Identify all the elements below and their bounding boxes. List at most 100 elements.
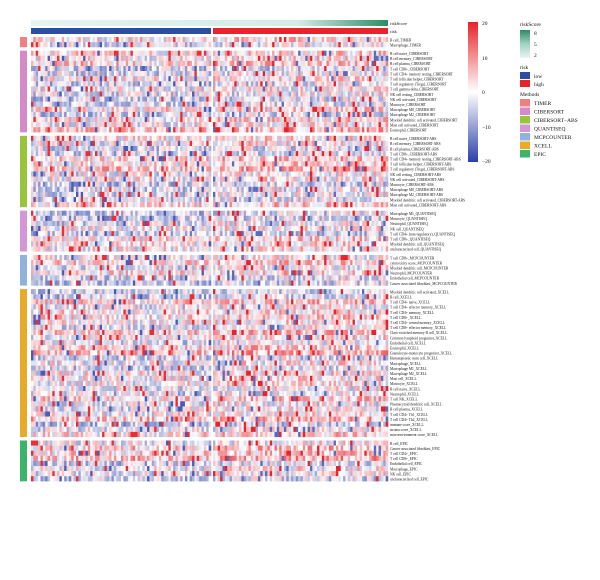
heatmap-cell <box>248 122 252 128</box>
heatmap-cell <box>92 55 96 61</box>
heatmap-cell <box>321 122 325 128</box>
heatmap-cell <box>85 106 89 112</box>
heatmap-cell <box>147 106 150 112</box>
heatmap-cell <box>295 76 299 82</box>
heatmap-cell <box>302 151 306 157</box>
heatmap-cell <box>170 55 174 61</box>
heatmap-cell <box>293 76 297 82</box>
heatmap-cell <box>71 146 74 152</box>
heatmap-cell <box>180 140 183 147</box>
heatmap-cell <box>177 156 181 162</box>
heatmap-cell <box>324 151 327 157</box>
heatmap-cell <box>371 117 375 123</box>
heatmap-cell <box>217 156 221 162</box>
heatmap-cell <box>378 91 382 97</box>
heatmap-cell <box>321 91 325 97</box>
heatmap-cell <box>364 71 368 77</box>
heatmap-cell <box>236 60 240 67</box>
heatmap-cell <box>269 76 273 82</box>
heatmap-cell <box>215 55 219 61</box>
heatmap-cell <box>224 55 228 61</box>
heatmap-cell <box>78 37 82 43</box>
heatmap-cell <box>92 101 96 107</box>
heatmap-cell <box>33 146 37 152</box>
heatmap-cell <box>76 166 79 172</box>
heatmap-cell <box>142 111 145 118</box>
heatmap-cell <box>135 197 138 203</box>
heatmap-cell <box>321 101 325 107</box>
heatmap-cell <box>109 135 112 141</box>
heatmap-cell <box>302 42 306 48</box>
heatmap-cell <box>156 101 160 107</box>
heatmap-cell <box>170 117 174 123</box>
heatmap-cell <box>144 50 148 56</box>
heatmap-cell <box>92 117 96 123</box>
heatmap-cell <box>64 127 67 133</box>
heatmap-cell <box>253 71 256 77</box>
heatmap-cell <box>199 151 202 157</box>
heatmap-cell <box>307 101 311 107</box>
heatmap-cell <box>335 81 339 87</box>
heatmap-cell <box>104 161 108 167</box>
heatmap-cell <box>147 101 150 107</box>
heatmap-cell <box>113 202 117 208</box>
heatmap-cell <box>113 181 117 187</box>
heatmap-cell <box>283 191 287 198</box>
heatmap-cell <box>90 202 93 208</box>
heatmap-cell <box>121 37 124 43</box>
heatmap-cell <box>154 96 157 102</box>
heatmap-cell <box>343 122 346 128</box>
heatmap-cell <box>68 101 72 107</box>
heatmap-cell <box>116 202 119 208</box>
heatmap-cell <box>302 176 306 182</box>
heatmap-cell <box>380 156 384 162</box>
heatmap-cell <box>352 166 356 172</box>
heatmap-cell <box>192 202 195 208</box>
heatmap-cell <box>59 55 63 61</box>
heatmap-cell <box>90 215 93 221</box>
heatmap-cell <box>262 122 266 128</box>
heatmap-cell <box>35 91 39 97</box>
heatmap-cell <box>248 50 252 56</box>
heatmap-cell <box>326 76 330 82</box>
heatmap-cell <box>199 197 202 203</box>
heatmap-cell <box>106 117 110 123</box>
heatmap-cell <box>276 171 280 177</box>
heatmap-cell <box>121 156 124 162</box>
heatmap-cell <box>213 37 216 43</box>
heatmap-cell <box>64 71 67 77</box>
heatmap-cell <box>187 191 190 198</box>
heatmap-cell <box>324 186 327 192</box>
heatmap-cell <box>208 101 212 107</box>
heatmap-cell <box>111 37 115 43</box>
heatmap-cell <box>83 151 86 157</box>
heatmap-cell <box>116 151 119 157</box>
heatmap-cell <box>248 81 252 87</box>
heatmap-cell <box>274 181 278 187</box>
heatmap-cell <box>272 171 275 177</box>
heatmap-cell <box>274 91 278 97</box>
heatmap-cell <box>241 71 245 77</box>
heatmap-cell <box>359 55 363 61</box>
heatmap-cell <box>61 81 65 87</box>
heatmap-cell <box>123 146 127 152</box>
heatmap-cell <box>239 91 242 97</box>
heatmap-cell <box>222 151 226 157</box>
heatmap-cell <box>123 106 127 112</box>
heatmap-cell <box>224 106 228 112</box>
heatmap-cell <box>90 117 93 123</box>
heatmap-cell <box>345 117 349 123</box>
heatmap-cell <box>194 210 198 216</box>
heatmap-cell <box>194 197 198 203</box>
heatmap-cell <box>338 76 341 82</box>
heatmap-cell <box>142 166 145 172</box>
heatmap-cell <box>307 37 311 43</box>
heatmap-cell <box>201 60 205 67</box>
heatmap-cell <box>109 140 112 147</box>
heatmap-cell <box>54 186 58 192</box>
heatmap-cell <box>364 81 368 87</box>
heatmap-cell <box>234 111 237 118</box>
heatmap-cell <box>317 197 320 203</box>
heatmap-cell <box>272 96 275 102</box>
heatmap-cell <box>151 50 155 56</box>
